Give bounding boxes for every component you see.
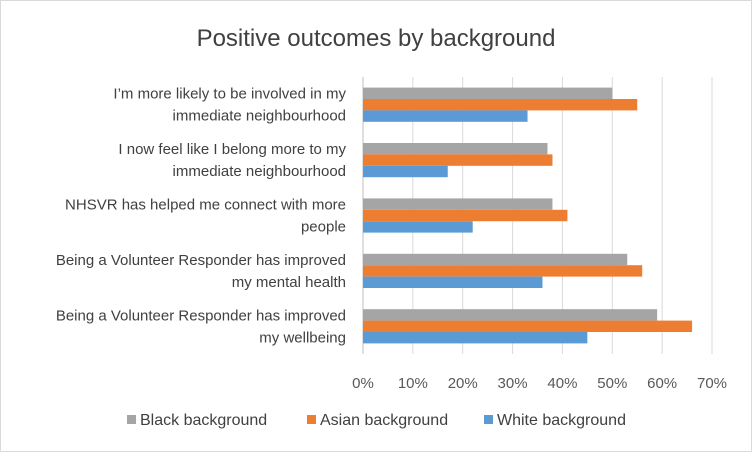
legend-label: Black background — [140, 412, 267, 429]
bar-asian-background — [363, 99, 638, 111]
legend-swatch — [307, 415, 316, 424]
bar-white-background — [363, 110, 528, 122]
x-tick-label: 10% — [398, 375, 428, 392]
x-tick-label: 40% — [547, 375, 577, 392]
category-label: Being a Volunteer Responder has improved — [56, 307, 346, 324]
x-tick-label: 50% — [597, 375, 627, 392]
x-tick-label: 60% — [647, 375, 677, 392]
legend-swatch — [484, 415, 493, 424]
category-label: my mental health — [232, 274, 346, 291]
category-label: immediate neighbourhood — [173, 163, 346, 180]
legend-label: White background — [497, 412, 626, 429]
bar-white-background — [363, 221, 473, 233]
bar-asian-background — [363, 265, 643, 277]
chart-title: Positive outcomes by background — [197, 25, 556, 52]
category-label: people — [301, 219, 346, 236]
bar-white-background — [363, 165, 448, 178]
category-labels: I’m more likely to be involved in my imme… — [56, 86, 347, 347]
bars — [363, 87, 693, 344]
bar-black-background — [363, 309, 658, 321]
bar-asian-background — [363, 320, 693, 332]
bar-asian-background — [363, 154, 553, 166]
x-tick-label: 70% — [697, 375, 727, 392]
bar-white-background — [363, 332, 588, 344]
legend-label: Asian background — [320, 412, 448, 429]
bar-black-background — [363, 143, 548, 155]
x-axis-ticks: 0% 10% 20% 30% 40% 50% 60% 70% — [352, 375, 727, 392]
bar-black-background — [363, 198, 553, 210]
bar-white-background — [363, 276, 543, 288]
category-label: Being a Volunteer Responder has improved — [56, 252, 346, 269]
x-tick-label: 20% — [448, 375, 478, 392]
category-label: NHSVR has helped me connect with more — [65, 197, 346, 214]
category-label: I’m more likely to be involved in my — [113, 86, 346, 103]
category-label: immediate neighbourhood — [173, 108, 346, 125]
bar-asian-background — [363, 209, 568, 222]
x-tick-label: 0% — [352, 375, 374, 392]
category-label: my wellbeing — [259, 329, 346, 346]
legend: Black background Asian background White ba… — [127, 412, 626, 429]
bar-black-background — [363, 87, 613, 99]
bar-black-background — [363, 253, 628, 266]
legend-swatch — [127, 415, 136, 424]
category-label: I now feel like I belong more to my — [118, 141, 346, 158]
x-tick-label: 30% — [498, 375, 528, 392]
